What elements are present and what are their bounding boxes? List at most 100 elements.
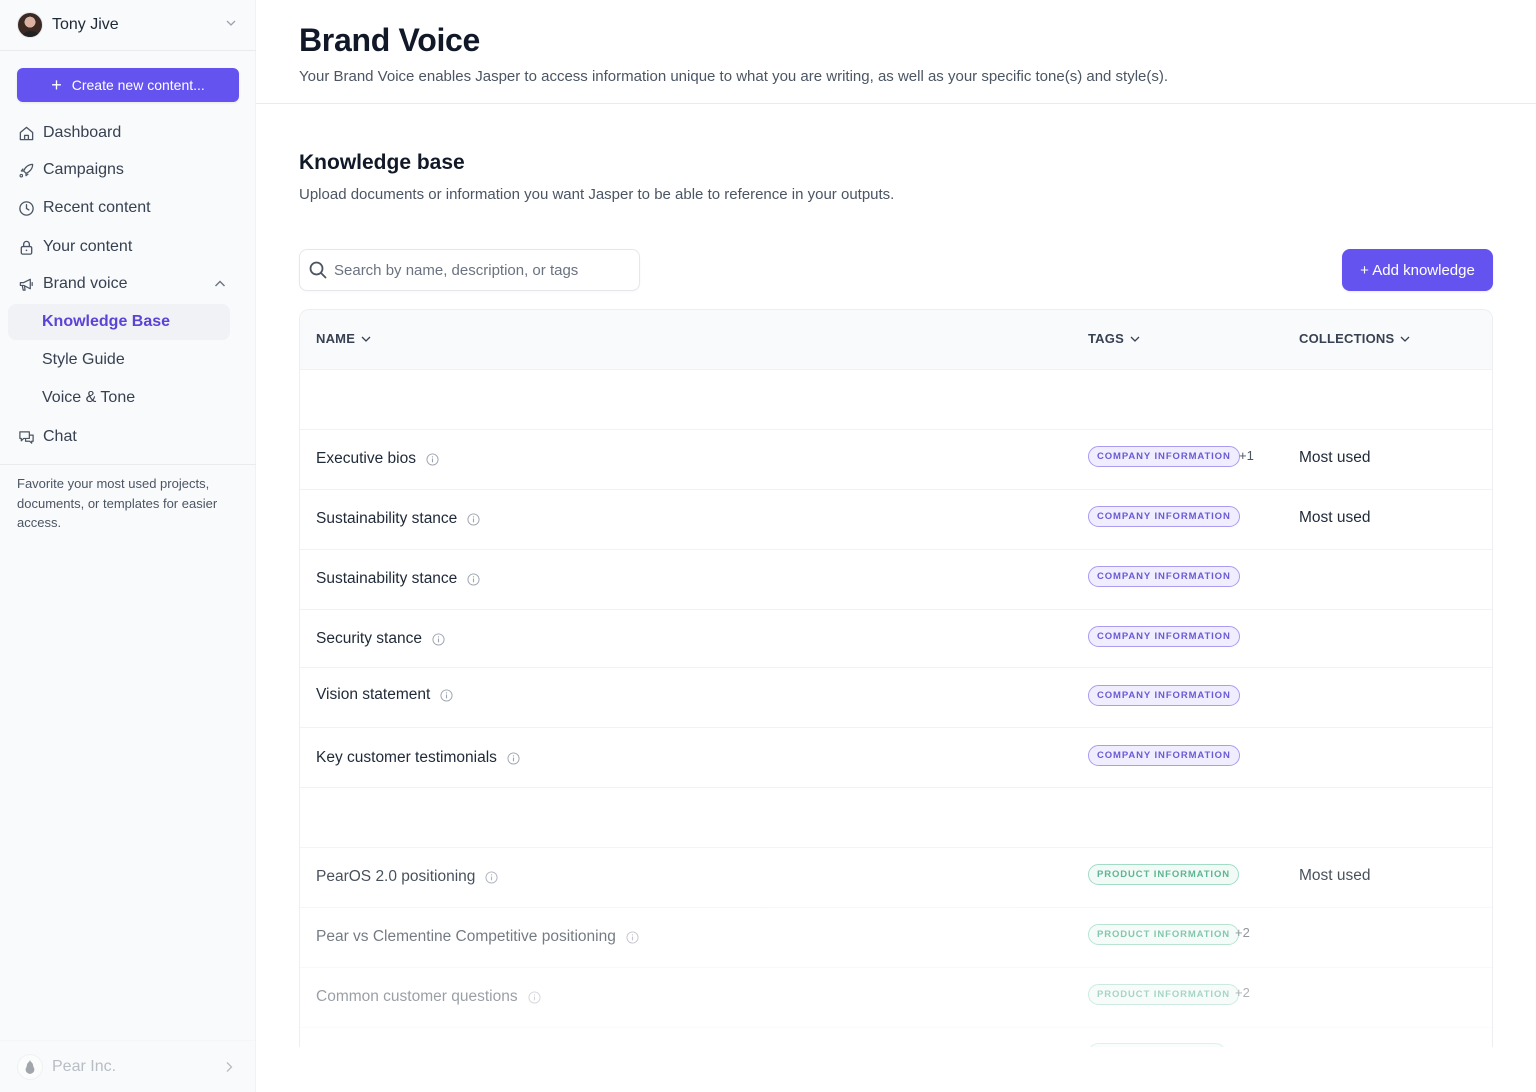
sidebar-item-voice-tone[interactable]: Voice & Tone <box>8 380 230 416</box>
knowledge-table: NAME TAGS COLLECTIONS Executive bios <box>299 309 1493 1047</box>
tag-company-information[interactable]: COMPANY INFORMATION <box>1088 685 1240 706</box>
row-name-cell: PearOS 2.0 positioning <box>316 868 498 886</box>
sidebar-item-recent-content[interactable]: Recent content <box>8 190 230 226</box>
row-name: Pear vs Clementine Competitive positioni… <box>316 928 616 945</box>
table-row[interactable]: PearOS 2.0 positioning PRODUCT INFORMATI… <box>300 847 1492 907</box>
collection-label: Most used <box>1299 867 1371 884</box>
tag-product-information[interactable]: PRODUCT INFORMATION <box>1088 984 1240 1005</box>
column-label: COLLECTIONS <box>1299 331 1395 346</box>
row-name: PearOS 2.0 positioning <box>316 868 476 885</box>
info-icon[interactable] <box>507 751 520 765</box>
org-switcher[interactable]: Pear Inc. <box>0 1040 256 1092</box>
user-name: Tony Jive <box>52 16 119 33</box>
row-name: Security stance <box>316 630 422 647</box>
info-icon[interactable] <box>440 688 453 702</box>
create-new-content-button[interactable]: + Create new content... <box>17 68 239 102</box>
tag-product-information[interactable]: PRODUCT INFORMATION <box>1088 864 1240 885</box>
tag-product-information <box>1088 1043 1226 1047</box>
sidebar-item-label: Knowledge Base <box>42 313 171 330</box>
clock-icon <box>17 199 35 217</box>
sidebar-item-label: Campaigns <box>43 161 124 178</box>
info-icon[interactable] <box>426 452 439 466</box>
info-icon[interactable] <box>626 930 639 944</box>
sidebar-item-label: Style Guide <box>42 351 125 368</box>
row-name-cell: Executive bios <box>316 450 439 468</box>
row-name-cell: Common customer questions <box>316 988 541 1006</box>
table-row[interactable]: Pear vs Clementine Competitive positioni… <box>300 907 1492 967</box>
table-row[interactable]: Sustainability stance COMPANY INFORMATIO… <box>300 489 1492 549</box>
sidebar-item-chat[interactable]: Chat <box>8 419 230 455</box>
row-name: Sustainability stance <box>316 510 458 527</box>
sidebar-item-brand-voice[interactable]: Brand voice <box>8 266 230 302</box>
sidebar: Tony Jive + Create new content... Dashbo… <box>0 0 256 1092</box>
sidebar-item-your-content[interactable]: Your content <box>8 229 230 265</box>
table-header: NAME TAGS COLLECTIONS <box>300 310 1492 369</box>
table-row[interactable]: Key customer testimonials COMPANY INFORM… <box>300 727 1492 787</box>
main-content: Brand Voice Your Brand Voice enables Jas… <box>256 0 1536 1092</box>
table-row[interactable]: Vision statement COMPANY INFORMATION <box>300 667 1492 727</box>
column-label: TAGS <box>1088 331 1124 346</box>
table-row[interactable]: Executive bios COMPANY INFORMATION +1 Mo… <box>300 429 1492 489</box>
table-row[interactable]: Common customer questions PRODUCT INFORM… <box>300 967 1492 1027</box>
row-name-cell: Key customer testimonials <box>316 749 520 767</box>
search-input[interactable] <box>334 261 624 279</box>
tag-more-count[interactable]: +2 <box>1235 985 1250 1000</box>
chevron-down-icon <box>226 20 236 26</box>
tag-company-information[interactable]: COMPANY INFORMATION <box>1088 566 1240 587</box>
add-knowledge-button[interactable]: + Add knowledge <box>1342 249 1493 291</box>
sidebar-item-label: Chat <box>43 428 77 445</box>
row-name-cell: Sustainability stance <box>316 510 480 528</box>
info-icon[interactable] <box>432 632 445 646</box>
sidebar-item-dashboard[interactable]: Dashboard <box>8 115 230 151</box>
table-row[interactable]: Security stance COMPANY INFORMATION <box>300 609 1492 669</box>
tag-company-information[interactable]: COMPANY INFORMATION <box>1088 446 1240 467</box>
row-name: Key customer testimonials <box>316 749 497 766</box>
avatar <box>17 12 43 38</box>
megaphone-icon <box>17 275 35 293</box>
sidebar-item-campaigns[interactable]: Campaigns <box>8 152 230 188</box>
lock-icon <box>17 238 35 256</box>
chevron-right-icon <box>226 1062 233 1072</box>
row-name-cell: Security stance <box>316 630 445 648</box>
column-header-tags[interactable]: TAGS <box>1088 331 1140 346</box>
sidebar-item-label: Your content <box>43 238 133 255</box>
search-box[interactable] <box>299 249 640 291</box>
sidebar-item-knowledge-base[interactable]: Knowledge Base <box>8 304 230 340</box>
sidebar-item-label: Dashboard <box>43 124 122 141</box>
sidebar-item-label: Brand voice <box>43 275 128 292</box>
table-row-empty <box>300 369 1492 429</box>
row-name-cell: Vision statement <box>316 686 453 704</box>
tag-more-count[interactable]: +2 <box>1235 925 1250 940</box>
row-name-cell: Sustainability stance <box>316 570 480 588</box>
row-name: Executive bios <box>316 450 416 467</box>
chevron-up-icon[interactable] <box>214 278 226 290</box>
collection-label: Most used <box>1299 449 1371 466</box>
info-icon[interactable] <box>467 512 480 526</box>
collection-label: Most used <box>1299 509 1371 526</box>
column-label: NAME <box>316 331 356 346</box>
tag-company-information[interactable]: COMPANY INFORMATION <box>1088 506 1240 527</box>
sidebar-item-style-guide[interactable]: Style Guide <box>8 342 230 378</box>
home-icon <box>17 124 35 142</box>
page-subtitle: Your Brand Voice enables Jasper to acces… <box>299 68 1169 85</box>
favorites-note: Favorite your most used projects, docume… <box>17 476 218 530</box>
create-new-content-label: Create new content... <box>71 77 205 93</box>
tag-company-information[interactable]: COMPANY INFORMATION <box>1088 626 1240 647</box>
table-row[interactable]: Sustainability stance COMPANY INFORMATIO… <box>300 549 1492 609</box>
column-header-collections[interactable]: COLLECTIONS <box>1299 331 1410 346</box>
chevron-down-icon <box>361 336 371 342</box>
row-name: Sustainability stance <box>316 570 458 587</box>
info-icon[interactable] <box>485 870 498 884</box>
tag-more-count[interactable]: +1 <box>1239 448 1254 463</box>
tag-company-information[interactable]: COMPANY INFORMATION <box>1088 745 1240 766</box>
tag-product-information[interactable]: PRODUCT INFORMATION <box>1088 924 1240 945</box>
user-menu[interactable]: Tony Jive <box>0 0 256 51</box>
page-title: Brand Voice <box>299 22 481 58</box>
column-header-name[interactable]: NAME <box>316 331 371 346</box>
info-icon[interactable] <box>467 572 480 586</box>
row-name-cell: Pear vs Clementine Competitive positioni… <box>316 928 639 946</box>
search-icon <box>309 261 327 279</box>
info-icon[interactable] <box>528 990 541 1004</box>
chevron-down-icon <box>1400 336 1410 342</box>
